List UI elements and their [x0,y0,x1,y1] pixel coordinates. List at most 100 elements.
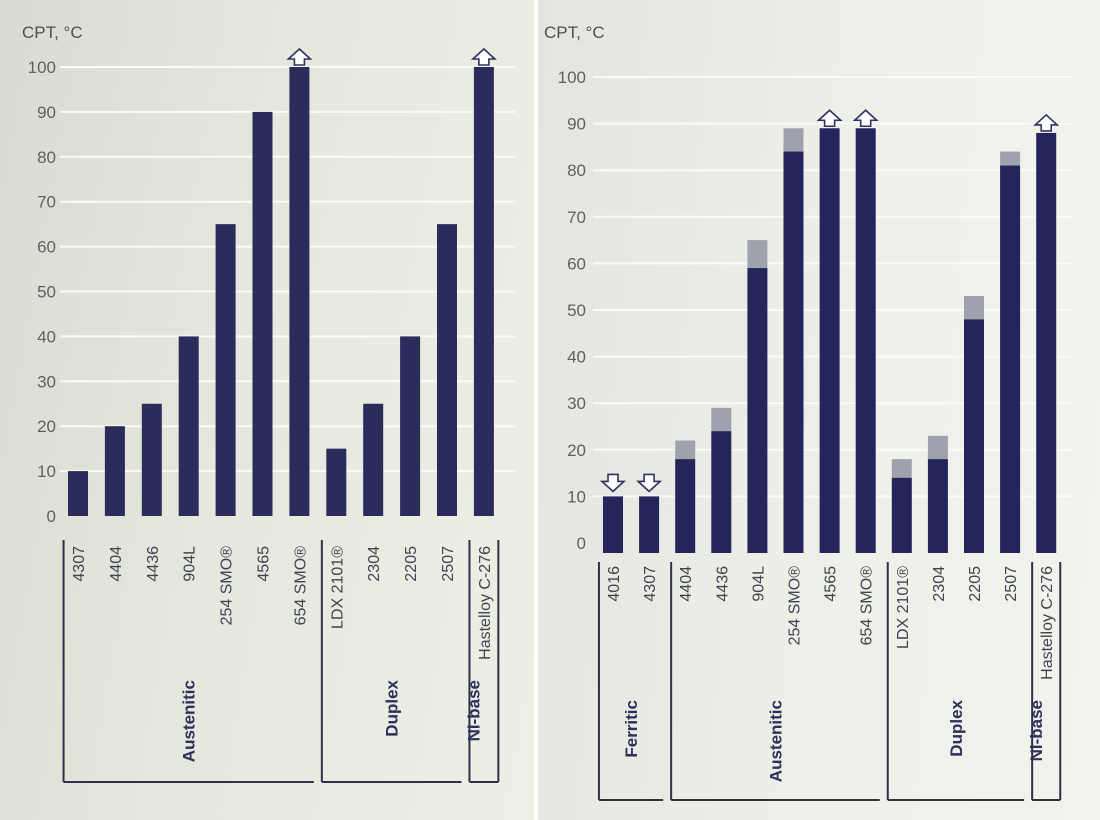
y-tick-label: 80 [567,161,586,180]
up-arrow-icon [286,47,313,66]
x-tick-label: 4307 [71,546,88,582]
x-tick-label: 4565 [256,546,273,582]
up-arrow-icon [470,47,497,66]
group-label: Ferritic [622,700,641,758]
y-tick-label: 10 [37,462,56,481]
x-tick-label: LDX 2101® [329,546,346,629]
x-tick-label: 4404 [678,566,695,602]
y-tick-label: 90 [37,103,56,122]
bar-range-segment [964,296,984,320]
x-tick-label: 654 SMO® [292,546,309,626]
bar-range-segment [1000,151,1021,166]
bar [639,496,660,553]
x-tick-label: 254 SMO® [219,546,236,626]
x-tick-label: 4016 [606,566,623,602]
bar-range-segment [675,440,696,460]
y-tick-label: 60 [567,254,586,273]
x-tick-label: 4307 [642,566,659,602]
bar-range-segment [927,435,948,460]
up-arrow-icon [816,109,843,128]
x-tick-label: 2304 [931,566,948,602]
x-tick-label: 4565 [823,566,840,602]
y-tick-label: 0 [577,534,586,553]
y-tick-label: 40 [567,348,586,367]
x-tick-label: 4436 [145,546,162,582]
bar-range-segment [747,240,768,269]
group-label: Ni-base [464,680,483,741]
bar [747,268,768,553]
cpt-chart-right: CPT, °C 0 10 20 30 40 50 60 70 80 90 100 4016 4307 440… [544,23,1073,801]
bar [1000,165,1021,554]
bar [215,224,236,516]
down-arrow-icon [636,473,663,493]
bar [964,319,984,553]
bar [252,111,273,517]
down-arrow-icon [599,473,627,493]
up-arrow-icon [1033,113,1060,132]
bar [819,128,840,553]
x-tick-label: 654 SMO® [859,566,876,646]
y-tick-label: 100 [558,68,586,87]
y-tick-label: 90 [567,115,586,134]
group-label: Austenitic [766,700,785,782]
chart-panel-left: CPT, °C 0 10 20 30 40 50 60 70 80 90 100 4307 4404 443… [0,0,534,820]
bar [437,224,457,516]
up-arrow-icon [852,109,879,128]
group-label: Ni-base [1027,700,1046,761]
x-tick-label: 904L [182,546,199,582]
bar [400,336,421,516]
bar [68,471,88,516]
x-tick-label: 4436 [714,566,731,602]
bar [891,477,912,553]
y-tick-label: 50 [567,301,586,320]
x-tick-label: 2304 [366,546,383,582]
bar [711,431,732,553]
bar-range-segment [891,459,912,478]
group-label: Duplex [947,699,966,756]
bar [1036,132,1057,554]
bar [289,67,310,516]
bar-range-segment [783,128,804,152]
y-axis-title: CPT, °C [22,23,83,42]
x-tick-label: 2507 [440,546,457,582]
x-tick-label: 2205 [403,546,420,582]
cpt-chart-left: CPT, °C 0 10 20 30 40 50 60 70 80 90 100 4307 4404 443… [22,23,515,783]
y-tick-label: 80 [37,148,56,167]
x-tick-label: 2507 [1003,566,1020,602]
bar [783,151,804,553]
x-tick-label: LDX 2101® [895,566,912,649]
group-label: Austenitic [180,680,199,762]
x-tick-label: 254 SMO® [787,566,804,646]
bar [326,448,347,516]
bar [927,459,948,553]
y-tick-label: 30 [37,372,56,391]
x-tick-label: Hastelloy C-276 [477,546,494,660]
y-tick-label: 0 [47,507,56,526]
bar [603,496,623,553]
y-tick-label: 70 [567,208,586,227]
bar [473,67,494,516]
bar [675,459,696,553]
group-label: Duplex [383,679,402,736]
y-tick-label: 30 [567,394,586,413]
y-tick-label: 50 [37,283,56,302]
bar [855,128,876,553]
x-tick-label: Hastelloy C-276 [1039,566,1056,680]
bar [178,336,199,516]
x-tick-label: 904L [750,566,767,602]
bar [104,426,125,516]
y-tick-label: 40 [37,327,56,346]
bar-range-segment [711,407,732,432]
y-axis-title: CPT, °C [544,23,605,42]
y-tick-label: 10 [567,487,586,506]
x-tick-label: 4404 [108,546,125,582]
bar [363,403,384,516]
bar [141,403,162,516]
y-tick-label: 70 [37,193,56,212]
y-tick-label: 20 [567,441,586,460]
y-tick-label: 60 [37,238,56,257]
y-tick-label: 20 [37,417,56,436]
y-tick-label: 100 [28,58,56,77]
x-tick-label: 2205 [967,566,984,602]
chart-panel-right: CPT, °C 0 10 20 30 40 50 60 70 80 90 100 4016 4307 440… [538,0,1100,820]
